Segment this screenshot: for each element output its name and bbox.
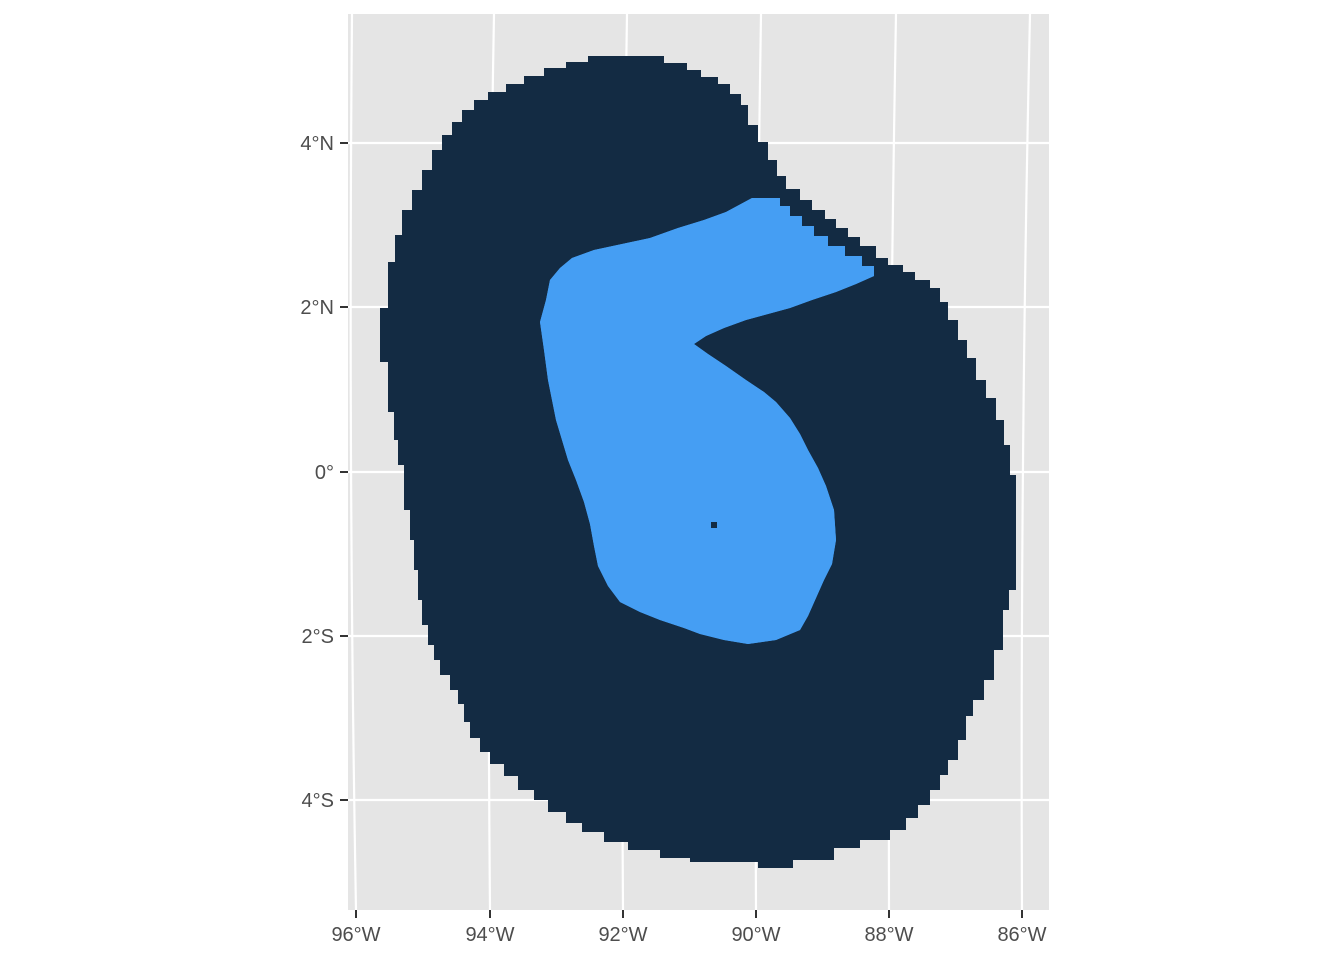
- x-tick-label: 86°W: [997, 924, 1046, 946]
- x-tick-label: 96°W: [331, 924, 380, 946]
- y-tick-label: 2°N: [300, 297, 334, 319]
- inner-raster-region: [540, 198, 874, 644]
- x-axis: 96°W 94°W 92°W 90°W 88°W 86°W: [331, 910, 1047, 946]
- inner-region-hole-cell: [711, 522, 717, 528]
- y-tick-label: 0°: [315, 462, 334, 484]
- y-tick-label: 4°N: [300, 133, 334, 155]
- y-tick-label: 4°S: [302, 790, 334, 812]
- x-tick-label: 92°W: [598, 924, 647, 946]
- y-axis: 4°N 2°N 0° 2°S 4°S: [300, 133, 348, 812]
- x-tick-label: 90°W: [731, 924, 780, 946]
- x-tick-label: 94°W: [465, 924, 514, 946]
- y-tick-label: 2°S: [302, 626, 334, 648]
- x-tick-label: 88°W: [864, 924, 913, 946]
